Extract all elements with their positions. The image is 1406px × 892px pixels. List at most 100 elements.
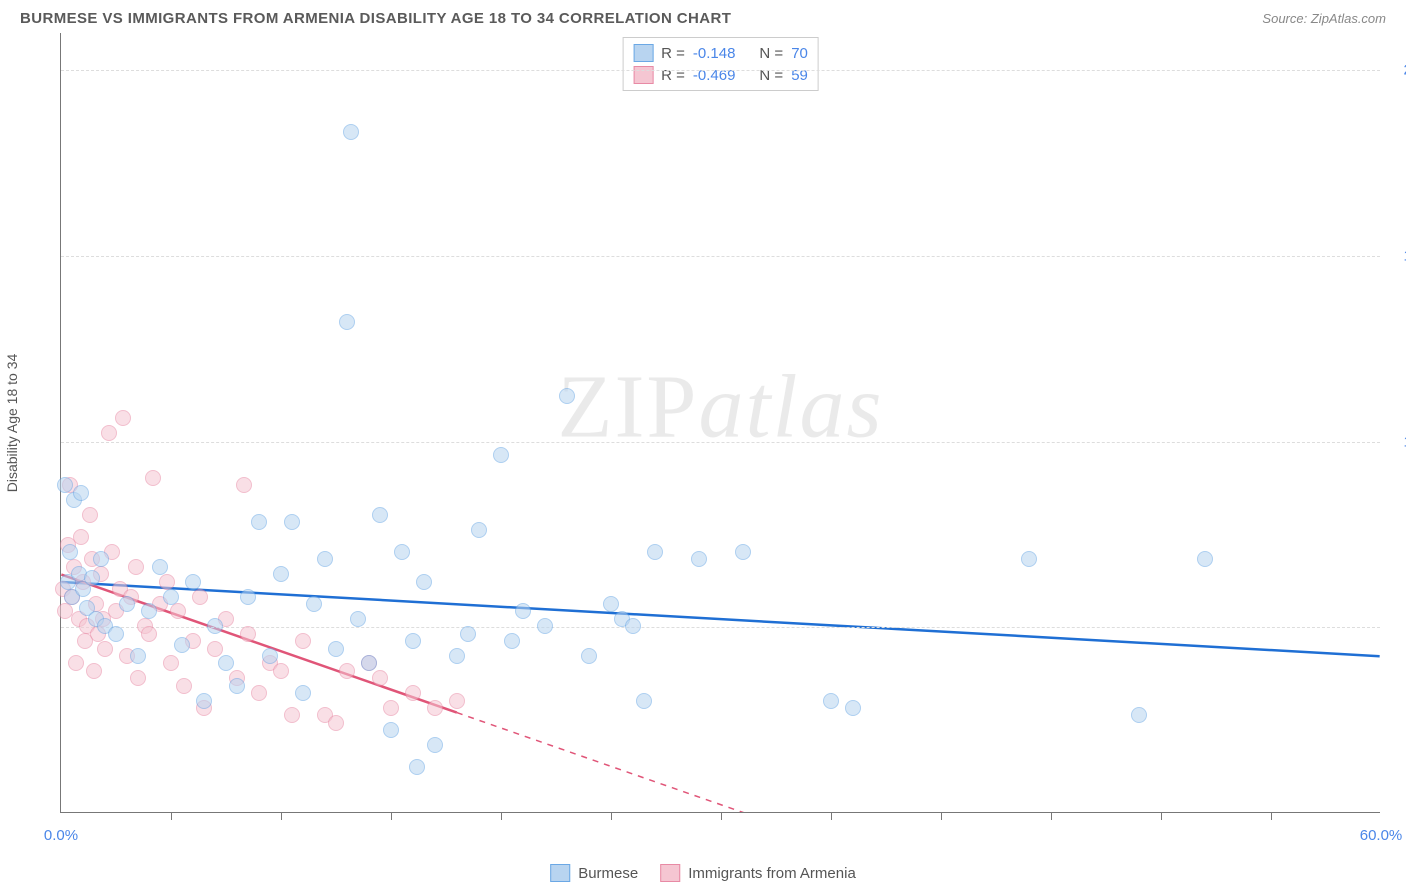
scatter-point [152, 559, 168, 575]
series-legend: Burmese Immigrants from Armenia [550, 864, 856, 882]
gridline [61, 70, 1380, 71]
y-axis-label: Disability Age 18 to 34 [4, 354, 20, 493]
scatter-point [141, 603, 157, 619]
x-tick [831, 812, 832, 820]
scatter-point [62, 544, 78, 560]
x-tick [721, 812, 722, 820]
scatter-point [405, 685, 421, 701]
scatter-point [383, 700, 399, 716]
legend-bottom-swatch-1 [550, 864, 570, 882]
scatter-point [176, 678, 192, 694]
scatter-point [251, 514, 267, 530]
scatter-point [251, 685, 267, 701]
scatter-point [101, 425, 117, 441]
scatter-point [317, 551, 333, 567]
scatter-point [394, 544, 410, 560]
scatter-point [603, 596, 619, 612]
x-tick [391, 812, 392, 820]
scatter-point [343, 124, 359, 140]
scatter-point [460, 626, 476, 642]
legend-row-series-1: R = -0.148 N = 70 [633, 42, 808, 64]
legend-swatch-2 [633, 66, 653, 84]
legend-item-2: Immigrants from Armenia [660, 864, 856, 882]
scatter-point [130, 648, 146, 664]
correlation-legend: R = -0.148 N = 70 R = -0.469 N = 59 [622, 37, 819, 91]
gridline [61, 442, 1380, 443]
legend-bottom-label-2: Immigrants from Armenia [688, 865, 856, 882]
scatter-point [196, 693, 212, 709]
x-tick [1161, 812, 1162, 820]
plot-area: ZIPatlas R = -0.148 N = 70 R = -0.469 N … [60, 33, 1380, 813]
scatter-point [647, 544, 663, 560]
x-tick [171, 812, 172, 820]
scatter-point [141, 626, 157, 642]
scatter-point [405, 633, 421, 649]
scatter-point [427, 737, 443, 753]
r-value-2: -0.469 [693, 67, 736, 84]
x-tick [1051, 812, 1052, 820]
scatter-point [383, 722, 399, 738]
scatter-point [207, 618, 223, 634]
scatter-point [192, 589, 208, 605]
scatter-point [449, 648, 465, 664]
scatter-point [306, 596, 322, 612]
x-tick [941, 812, 942, 820]
gridline [61, 627, 1380, 628]
scatter-point [119, 596, 135, 612]
scatter-point [284, 707, 300, 723]
scatter-point [236, 477, 252, 493]
x-tick [1271, 812, 1272, 820]
scatter-point [339, 663, 355, 679]
scatter-point [73, 529, 89, 545]
scatter-point [823, 693, 839, 709]
scatter-point [1131, 707, 1147, 723]
scatter-point [240, 589, 256, 605]
scatter-point [73, 485, 89, 501]
scatter-point [361, 655, 377, 671]
scatter-point [493, 447, 509, 463]
scatter-point [174, 637, 190, 653]
scatter-point [163, 655, 179, 671]
scatter-point [170, 603, 186, 619]
scatter-point [84, 570, 100, 586]
scatter-point [350, 611, 366, 627]
scatter-point [108, 626, 124, 642]
scatter-point [273, 566, 289, 582]
scatter-point [515, 603, 531, 619]
legend-item-1: Burmese [550, 864, 638, 882]
scatter-point [295, 685, 311, 701]
r-label-1: R = [661, 45, 685, 62]
scatter-point [262, 648, 278, 664]
scatter-point [537, 618, 553, 634]
scatter-point [82, 507, 98, 523]
legend-swatch-1 [633, 44, 653, 62]
x-tick-label: 0.0% [44, 827, 78, 844]
scatter-point [328, 641, 344, 657]
scatter-point [636, 693, 652, 709]
scatter-point [581, 648, 597, 664]
scatter-point [691, 551, 707, 567]
scatter-point [240, 626, 256, 642]
r-value-1: -0.148 [693, 45, 736, 62]
scatter-point [273, 663, 289, 679]
scatter-point [1197, 551, 1213, 567]
scatter-point [207, 641, 223, 657]
scatter-point [68, 655, 84, 671]
scatter-point [145, 470, 161, 486]
chart-header: BURMESE VS IMMIGRANTS FROM ARMENIA DISAB… [0, 0, 1406, 33]
scatter-point [128, 559, 144, 575]
scatter-point [625, 618, 641, 634]
scatter-point [559, 388, 575, 404]
scatter-point [449, 693, 465, 709]
n-label-2: N = [759, 67, 783, 84]
scatter-point [159, 574, 175, 590]
trend-line-solid [61, 582, 1379, 656]
scatter-point [86, 663, 102, 679]
scatter-point [471, 522, 487, 538]
scatter-point [115, 410, 131, 426]
watermark: ZIPatlas [557, 355, 883, 458]
scatter-point [328, 715, 344, 731]
gridline [61, 256, 1380, 257]
scatter-point [97, 641, 113, 657]
scatter-point [1021, 551, 1037, 567]
